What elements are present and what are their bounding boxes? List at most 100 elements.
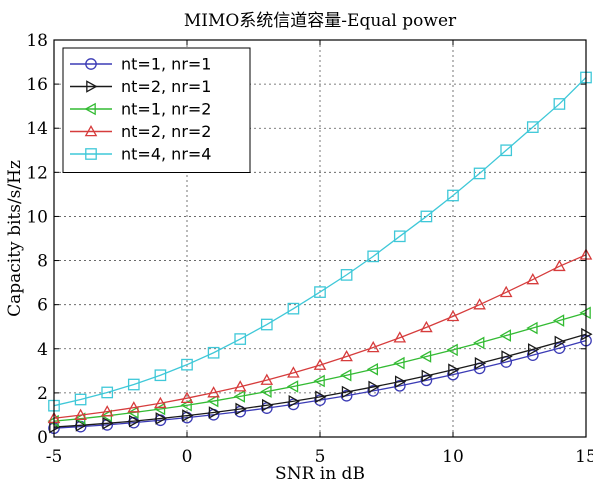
legend-label: nt=4, nr=4 [121,145,211,164]
data-point [340,269,353,281]
legend-marker [86,80,98,93]
legend-marker [84,124,98,137]
data-point [553,342,566,354]
y-tick-label: 12 [26,163,48,183]
data-point [552,314,565,327]
data-point [394,375,407,388]
series-line [53,312,587,422]
data-point [127,406,139,419]
data-point [420,210,433,223]
data-point [154,369,167,382]
data-point [367,250,380,263]
data-point [234,333,247,345]
data-point [286,380,299,393]
data-point [233,390,246,403]
data-point [207,394,219,408]
data-point [208,406,221,419]
data-point [526,321,538,335]
y-tick-label: 2 [37,384,48,404]
legend-label: nt=2, nr=1 [121,77,211,96]
data-point [473,336,485,350]
legend-marker [85,58,97,70]
data-point [446,343,458,357]
data-point [260,385,272,398]
data-point [527,343,540,356]
y-tick-label: 16 [26,75,48,95]
legend-entry: nt=1, nr=2 [70,100,211,119]
y-tick-label: 10 [26,207,48,227]
legend-entry: nt=4, nr=4 [70,145,211,164]
data-point [100,405,114,417]
legend-marker [84,102,96,116]
y-tick-label: 0 [37,428,48,448]
data-point [499,329,512,342]
data-point [393,379,406,392]
data-point [313,358,327,370]
x-tick-label: 5 [315,447,326,467]
data-point [261,398,274,412]
data-point [75,419,88,432]
data-point [101,386,114,399]
data-point [553,98,566,110]
data-point [127,416,140,429]
data-point [473,298,486,310]
y-tick-label: 8 [37,252,48,272]
legend-label: nt=2, nr=2 [121,122,211,141]
series-line [53,254,587,419]
data-point [101,419,114,431]
data-point [554,335,566,349]
x-tick-label: 10 [442,447,464,467]
data-point [448,363,460,377]
data-point [420,374,433,387]
legend-label: nt=1, nr=1 [121,55,211,74]
data-point [341,385,354,399]
x-axis-label: SNR in dB [275,464,365,484]
legend-label: nt=1, nr=2 [121,100,211,119]
data-point [235,402,247,416]
legend-entry: nt=2, nr=2 [70,122,211,141]
y-tick-label: 6 [37,296,48,316]
data-point [154,396,167,409]
data-point [393,331,407,343]
data-point [366,362,379,376]
series-5 [48,71,592,412]
data-point [500,144,513,157]
data-point [287,302,300,315]
x-tick-label: 0 [182,447,193,467]
data-point [340,389,353,402]
data-point [287,398,300,411]
data-point [128,414,141,428]
data-point [260,318,273,331]
data-point [102,417,114,430]
legend-entry: nt=1, nr=1 [70,55,211,74]
data-point [153,402,166,416]
data-point [233,380,247,392]
data-point [553,259,566,272]
data-point [419,350,432,363]
series-line [53,77,587,407]
data-point [155,412,167,425]
data-point [314,394,326,407]
y-axis-label: Capacity bits/s/Hz [5,160,25,317]
data-point [393,230,406,243]
legend-entry: nt=2, nr=1 [70,77,211,96]
data-point [420,320,433,333]
y-tick-label: 14 [26,119,48,139]
data-point [367,385,380,397]
data-point [74,408,87,420]
y-tick-label: 18 [26,31,48,51]
data-point [368,380,380,394]
data-point [501,350,513,363]
data-point [526,272,540,285]
data-point [499,285,513,298]
data-point [313,374,325,388]
data-point [207,346,220,359]
data-point [421,369,433,383]
data-point [473,167,486,180]
data-point [127,378,140,391]
data-point [180,391,194,403]
series-2 [49,327,593,434]
legend-marker [85,148,97,160]
